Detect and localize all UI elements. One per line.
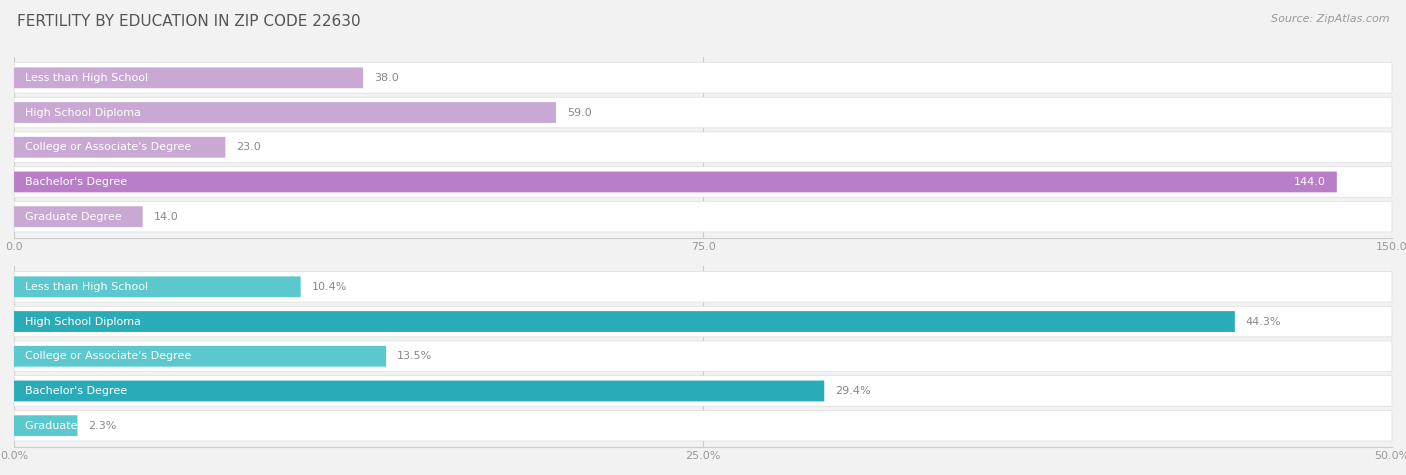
Text: Graduate Degree: Graduate Degree [25, 421, 122, 431]
FancyBboxPatch shape [14, 63, 1392, 93]
FancyBboxPatch shape [14, 171, 1337, 192]
FancyBboxPatch shape [14, 201, 1392, 232]
FancyBboxPatch shape [14, 311, 1234, 332]
Text: High School Diploma: High School Diploma [25, 316, 141, 326]
Text: 29.4%: 29.4% [835, 386, 870, 396]
FancyBboxPatch shape [14, 272, 1392, 302]
FancyBboxPatch shape [14, 410, 1392, 441]
FancyBboxPatch shape [14, 137, 225, 158]
FancyBboxPatch shape [14, 102, 555, 123]
Text: College or Associate's Degree: College or Associate's Degree [25, 351, 191, 361]
FancyBboxPatch shape [14, 97, 1392, 128]
Text: High School Diploma: High School Diploma [25, 107, 141, 117]
Text: 23.0: 23.0 [236, 142, 262, 152]
Text: Bachelor's Degree: Bachelor's Degree [25, 386, 127, 396]
Text: Less than High School: Less than High School [25, 73, 148, 83]
Text: Bachelor's Degree: Bachelor's Degree [25, 177, 127, 187]
Text: 44.3%: 44.3% [1246, 316, 1281, 326]
Text: 2.3%: 2.3% [89, 421, 117, 431]
FancyBboxPatch shape [14, 206, 142, 227]
Text: Source: ZipAtlas.com: Source: ZipAtlas.com [1271, 14, 1389, 24]
Text: Less than High School: Less than High School [25, 282, 148, 292]
Text: 14.0: 14.0 [153, 212, 179, 222]
FancyBboxPatch shape [14, 306, 1392, 337]
Text: 144.0: 144.0 [1294, 177, 1326, 187]
FancyBboxPatch shape [14, 276, 301, 297]
FancyBboxPatch shape [14, 167, 1392, 197]
FancyBboxPatch shape [14, 341, 1392, 371]
FancyBboxPatch shape [14, 132, 1392, 162]
Text: College or Associate's Degree: College or Associate's Degree [25, 142, 191, 152]
FancyBboxPatch shape [14, 67, 363, 88]
Text: 59.0: 59.0 [567, 107, 592, 117]
Text: Graduate Degree: Graduate Degree [25, 212, 122, 222]
FancyBboxPatch shape [14, 376, 1392, 406]
Text: 13.5%: 13.5% [396, 351, 433, 361]
Text: 38.0: 38.0 [374, 73, 399, 83]
FancyBboxPatch shape [14, 346, 387, 367]
FancyBboxPatch shape [14, 415, 77, 436]
FancyBboxPatch shape [14, 380, 824, 401]
Text: FERTILITY BY EDUCATION IN ZIP CODE 22630: FERTILITY BY EDUCATION IN ZIP CODE 22630 [17, 14, 360, 29]
Text: 10.4%: 10.4% [312, 282, 347, 292]
